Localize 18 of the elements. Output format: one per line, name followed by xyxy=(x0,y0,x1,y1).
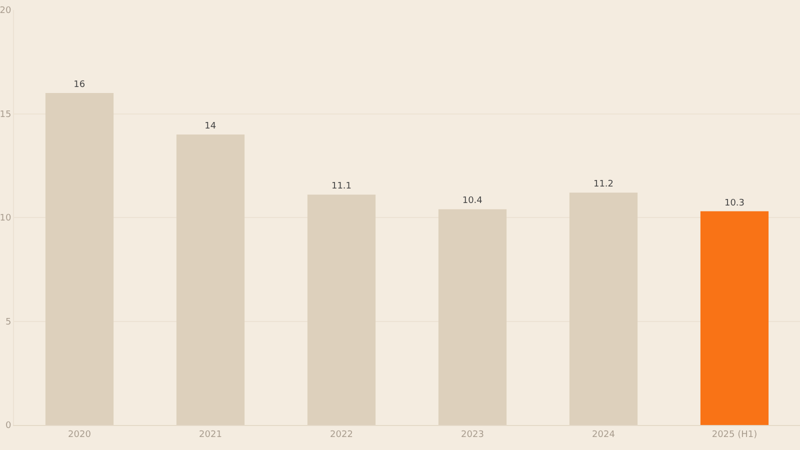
x-tick-label: 2025 (H1) xyxy=(712,430,758,440)
x-tick-label: 2021 xyxy=(199,430,222,440)
y-tick-label: 20 xyxy=(0,6,12,16)
data-label: 11.1 xyxy=(331,182,352,192)
x-tick-label: 2022 xyxy=(330,430,353,440)
y-tick-label: 10 xyxy=(0,214,12,224)
x-tick-label: 2023 xyxy=(461,430,484,440)
data-label: 11.2 xyxy=(593,180,614,190)
y-tick-label: 0 xyxy=(5,421,12,432)
data-label: 16 xyxy=(74,80,86,90)
data-label: 10.4 xyxy=(462,196,483,206)
x-tick-label: 2024 xyxy=(592,430,616,440)
bar xyxy=(700,211,769,425)
data-label: 10.3 xyxy=(724,198,745,208)
x-tick-label: 2020 xyxy=(68,430,92,440)
data-label: 14 xyxy=(204,122,216,132)
y-tick-label: 15 xyxy=(0,110,12,120)
y-tick-label: 5 xyxy=(5,317,12,328)
